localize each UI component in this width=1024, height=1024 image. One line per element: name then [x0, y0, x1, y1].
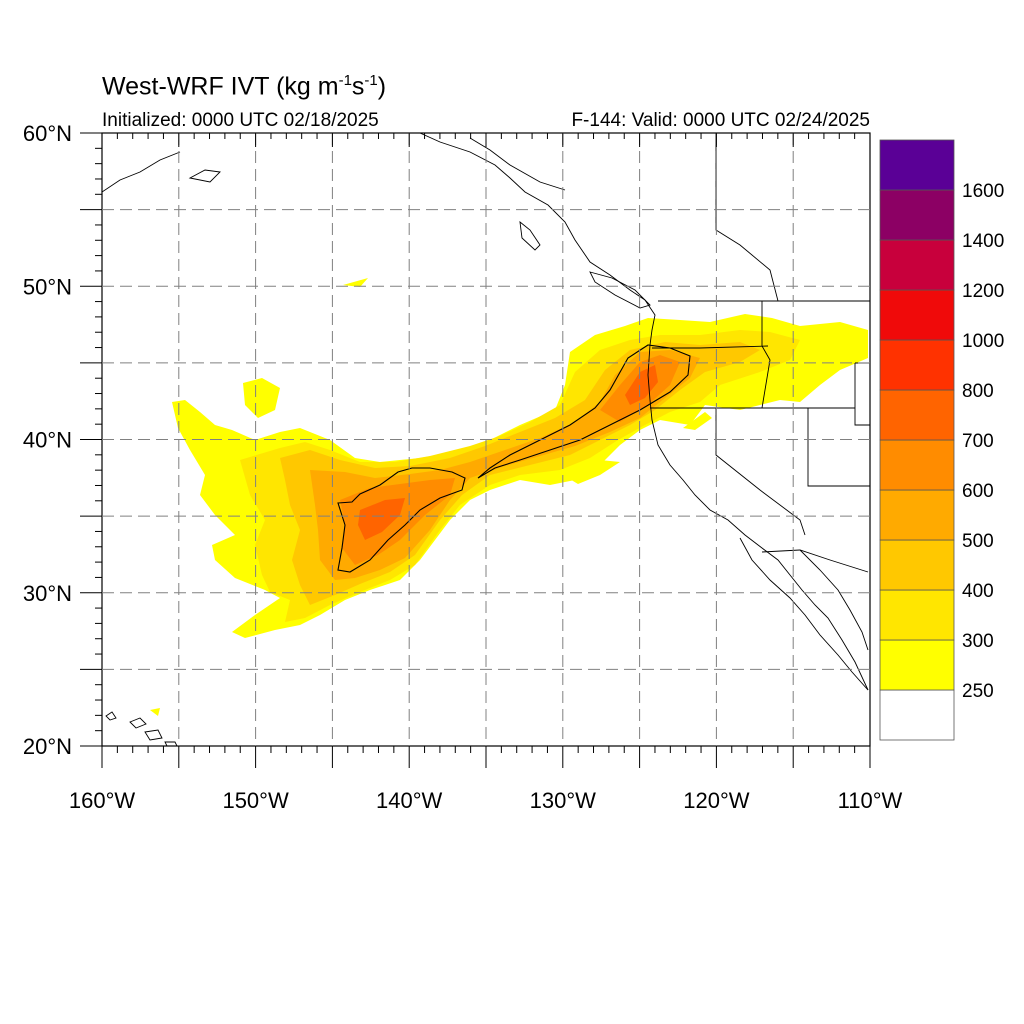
- lon-label: 120°W: [683, 788, 750, 813]
- hawaii-1: [105, 711, 117, 721]
- colorbar-label: 600: [962, 481, 994, 502]
- colorbar-swatch: [879, 439, 955, 491]
- initialized-time: Initialized: 0000 UTC 02/18/2025: [102, 110, 379, 131]
- hawaii-4: [164, 741, 178, 746]
- island-alaska: [102, 151, 181, 193]
- ivt-level-250-streak2: [683, 412, 712, 430]
- alberta-border: [715, 133, 779, 302]
- colorbar-swatch: [879, 189, 955, 241]
- title-exponent-1: -1: [338, 72, 352, 89]
- contour-southwest: [337, 467, 466, 573]
- lon-label: 160°W: [69, 788, 136, 813]
- haida-gwaii: [519, 220, 541, 251]
- title-mid: s: [351, 72, 365, 101]
- island-alaska-2: [188, 169, 221, 183]
- colorbar-label: 300: [962, 631, 994, 652]
- us-mexico-border: [761, 549, 869, 573]
- title-exponent-2: -1: [364, 72, 378, 89]
- colorbar: 250 300 400 500 600 700 800 1000 1200 1400 1600: [879, 139, 1004, 741]
- gulf-coast: [799, 549, 869, 651]
- ivt-contours: [337, 344, 691, 573]
- colorbar-swatch: [879, 589, 955, 641]
- lat-label: 60°N: [23, 121, 72, 146]
- colorbar-swatch: [879, 289, 955, 341]
- colorbar-swatch: [879, 139, 955, 191]
- ivt-level-600: [340, 478, 455, 565]
- axis-ticks: [80, 132, 871, 768]
- map-title: West-WRF IVT (kg m-1s-1): [102, 72, 386, 101]
- wy-border: [854, 362, 870, 426]
- lon-label: 140°W: [376, 788, 443, 813]
- colorbar-label: 800: [962, 381, 994, 402]
- ivt-level-700-north: [625, 365, 658, 405]
- lat-label: 50°N: [23, 274, 72, 299]
- wa-or-border: [652, 345, 769, 349]
- colorbar-swatch: [879, 689, 955, 741]
- lat-label: 20°N: [23, 734, 72, 759]
- title-prefix: West-WRF IVT (kg m: [102, 72, 339, 101]
- valid-time: F-144: Valid: 0000 UTC 02/24/2025: [571, 110, 870, 131]
- colorbar-label: 400: [962, 581, 994, 602]
- colorbar-label: 1200: [962, 281, 1004, 302]
- bc-alaska-border: [469, 137, 566, 191]
- hawaii-2: [129, 717, 147, 729]
- ivt-level-250-streak: [568, 460, 620, 484]
- colorbar-label: 1400: [962, 231, 1004, 252]
- ivt-level-700: [358, 498, 405, 540]
- title-suffix: ): [377, 72, 387, 101]
- ivt-shading: [150, 278, 868, 716]
- colorbar-label: 1000: [962, 331, 1004, 352]
- colorbar-label: 500: [962, 531, 994, 552]
- nv-ut-border: [807, 408, 870, 487]
- colorbar-swatch: [879, 339, 955, 391]
- baja-peninsula: [739, 537, 869, 691]
- colorbar-swatch: [879, 489, 955, 541]
- lon-label: 150°W: [222, 788, 289, 813]
- colorbar-swatch: [879, 239, 955, 291]
- colorbar-label: 700: [962, 431, 994, 452]
- lon-label: 130°W: [530, 788, 597, 813]
- colorbar-label: 250: [962, 681, 994, 702]
- lat-label: 40°N: [23, 428, 72, 453]
- ivt-level-250-bit2: [150, 708, 160, 716]
- colorbar-swatch: [879, 539, 955, 591]
- colorbar-swatch: [879, 639, 955, 691]
- ivt-level-250-bit: [343, 278, 368, 287]
- gridlines: [102, 133, 870, 746]
- idaho-west: [761, 301, 771, 409]
- hawaii-3: [144, 729, 163, 741]
- vancouver-island: [589, 271, 651, 309]
- colorbar-label: 1600: [962, 181, 1004, 202]
- axis-labels: 160°W 150°W 140°W 130°W 120°W 110°W 20°N 30°N 40…: [23, 121, 903, 813]
- north-america-coast: [419, 133, 869, 691]
- geography: [102, 133, 870, 746]
- contour-northeast: [477, 344, 691, 479]
- ivt-level-250-blob: [243, 378, 280, 418]
- colorbar-swatch: [879, 389, 955, 441]
- lat-label: 30°N: [23, 581, 72, 606]
- lon-label: 110°W: [838, 788, 903, 813]
